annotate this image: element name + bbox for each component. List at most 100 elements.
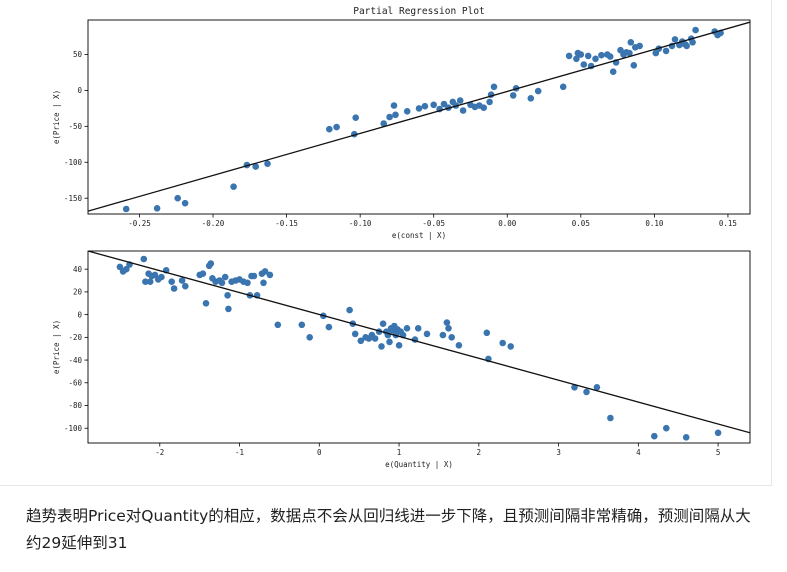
x-tick-label: 0.00 <box>498 219 517 228</box>
caption-text: 趋势表明Price对Quantity的相应，数据点不会从回归线进一步下降，且预测… <box>26 507 751 552</box>
plot-frame <box>87 19 751 215</box>
data-point <box>573 55 580 63</box>
data-point <box>153 205 161 212</box>
data-point <box>142 278 149 286</box>
data-point <box>218 279 226 287</box>
data-point <box>380 120 388 127</box>
data-point <box>174 194 181 202</box>
data-point <box>386 338 393 346</box>
data-point <box>607 414 614 422</box>
x-tick-label: 5 <box>716 448 721 457</box>
x-tick-label: 1 <box>397 448 402 457</box>
data-point <box>357 337 365 345</box>
y-tick-label: -60 <box>68 378 82 387</box>
data-point <box>170 285 178 292</box>
y-tick-label: 0 <box>77 86 82 95</box>
data-point <box>593 384 601 391</box>
data-point <box>443 319 451 326</box>
plot-panel-2: -2 -1 0 1 2 3 4 5 -100 -80 -60 -40 -20 0 20 40 e(Quantit… <box>52 250 751 469</box>
data-point <box>392 111 399 119</box>
figure-panel: -0.25 -0.20 -0.15 -0.10 -0.05 0.00 0.05 0.10 0.1… <box>0 0 772 486</box>
plot-title: Partial Regression Plot <box>353 6 485 17</box>
data-point <box>584 52 592 60</box>
data-point <box>480 104 488 111</box>
data-point <box>181 199 189 207</box>
data-point <box>626 49 633 57</box>
data-point <box>671 36 679 43</box>
data-point <box>221 273 229 281</box>
data-point <box>199 270 207 278</box>
y-tick-label: -150 <box>64 194 83 203</box>
data-point <box>178 277 186 284</box>
data-point <box>123 265 130 273</box>
y-axis-label: e(Price | X) <box>52 320 61 374</box>
x-tick-label: 0.05 <box>572 219 590 228</box>
data-point <box>403 108 411 115</box>
x-tick-label: -0.15 <box>275 219 298 228</box>
x-tick-label: 2 <box>477 448 482 457</box>
data-point <box>663 424 670 432</box>
data-point <box>230 183 237 190</box>
data-point <box>351 330 359 338</box>
data-point <box>225 305 232 313</box>
data-point <box>490 83 498 91</box>
data-point <box>140 255 148 263</box>
data-point <box>692 26 699 34</box>
data-point <box>414 325 422 332</box>
data-point <box>439 331 447 339</box>
data-point <box>448 334 456 341</box>
data-point <box>378 343 385 350</box>
data-point <box>261 268 269 275</box>
data-point <box>298 321 306 329</box>
data-point <box>386 113 393 121</box>
data-point <box>403 325 411 332</box>
data-point <box>430 101 438 109</box>
data-point <box>202 300 210 307</box>
data-point <box>682 434 690 441</box>
data-point <box>689 39 696 46</box>
x-tick-label: 0 <box>317 448 322 457</box>
x-tick-label: 3 <box>556 448 561 457</box>
partial-regression-figure: -0.25 -0.20 -0.15 -0.10 -0.05 0.00 0.05 0.10 0.1… <box>52 6 751 469</box>
regression-line <box>88 251 750 434</box>
data-point <box>264 160 271 167</box>
data-point <box>207 260 215 267</box>
data-point <box>371 335 379 342</box>
data-point <box>395 342 403 349</box>
data-point <box>630 62 638 69</box>
x-tick-label: 4 <box>636 448 641 457</box>
data-point <box>325 323 333 331</box>
x-tick-label: -0.10 <box>349 219 372 228</box>
data-point <box>565 52 573 60</box>
data-point <box>244 279 251 287</box>
data-point <box>266 271 274 279</box>
x-axis-label: e(Quantity | X) <box>385 460 453 469</box>
x-tick-label: 0.15 <box>719 219 737 228</box>
data-point <box>527 95 535 102</box>
y-tick-label: 40 <box>73 265 83 274</box>
data-point <box>274 321 282 329</box>
plot-panel-1: -0.25 -0.20 -0.15 -0.10 -0.05 0.00 0.05 0.10 0.1… <box>52 6 751 240</box>
x-tick-label: -0.20 <box>202 219 225 228</box>
x-axis-label: e(const | X) <box>392 231 446 240</box>
data-point <box>592 55 599 63</box>
data-point <box>346 306 353 314</box>
regression-line <box>88 21 750 212</box>
data-point <box>609 68 617 75</box>
x-tick-label: -0.25 <box>128 219 151 228</box>
y-tick-label: -50 <box>68 122 82 131</box>
x-tick-label: -0.05 <box>422 219 445 228</box>
data-point <box>423 330 431 338</box>
data-point <box>260 279 267 287</box>
data-point <box>224 292 231 299</box>
y-tick-label: -100 <box>64 158 83 167</box>
x-tick-label: -2 <box>155 448 164 457</box>
y-tick-label: 50 <box>73 50 83 59</box>
y-tick-label: -100 <box>64 424 83 433</box>
data-point <box>445 325 452 332</box>
y-tick-label: 0 <box>77 310 82 319</box>
data-point <box>333 123 340 131</box>
data-point <box>534 87 542 95</box>
data-point <box>252 163 259 170</box>
data-point <box>606 53 614 60</box>
